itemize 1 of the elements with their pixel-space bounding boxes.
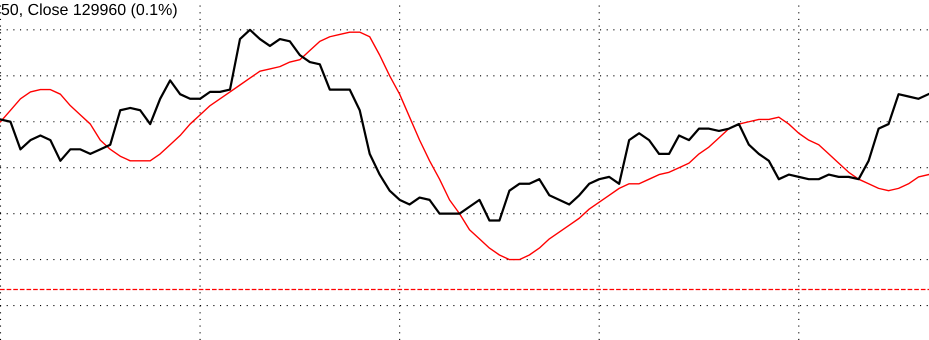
chart-title: 50, Close 129960 (0.1%) bbox=[2, 3, 177, 18]
